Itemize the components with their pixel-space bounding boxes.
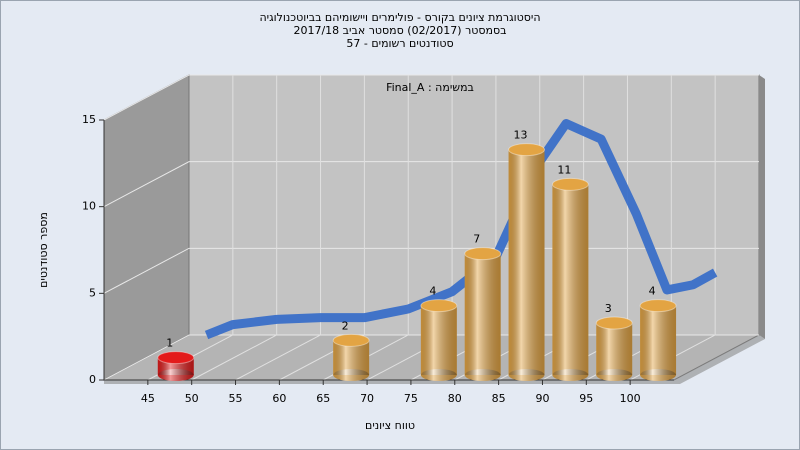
x-tick-label: 75: [404, 392, 418, 405]
bar: [551, 177, 589, 381]
data-label: 7: [473, 233, 480, 246]
y-tick-label: 5: [89, 286, 96, 299]
chart-subtitle: סטודנטים רשומים - 57: [346, 37, 453, 50]
grid-line: [235, 75, 322, 381]
bar-top: [595, 316, 633, 330]
grid-line: [279, 75, 365, 381]
x-tick-label: 100: [620, 392, 641, 405]
right-edge: [759, 75, 765, 339]
grid-line: [103, 74, 759, 121]
bar-top: [157, 351, 195, 365]
bar-body-shade: [420, 305, 457, 375]
bar: [639, 299, 677, 381]
data-label: 4: [649, 285, 656, 298]
data-label: 11: [557, 163, 571, 176]
y-axis-label: מספר סטודנטים: [37, 212, 50, 288]
bar-top: [508, 143, 546, 157]
annotation: במשימה : Final_A: [386, 81, 474, 94]
data-label: 3: [605, 302, 612, 315]
plot-area: 0 5 10 15 45 50 55 60 65 70 75 80 85 90 95 100 1 2 4 7 13 11 3…: [82, 74, 765, 405]
grid-line: [191, 75, 278, 381]
bar: [420, 299, 458, 381]
bar: [508, 143, 546, 381]
data-label: 1: [166, 337, 173, 350]
bar: [332, 333, 370, 381]
bar-body-shade: [464, 253, 501, 375]
y-tick-label: 15: [82, 113, 96, 126]
x-tick-label: 70: [360, 392, 374, 405]
bar: [157, 351, 195, 381]
left-wall: [103, 74, 190, 381]
x-tick-label: 55: [229, 392, 243, 405]
bar-body-shade: [508, 149, 545, 375]
x-tick-label: 85: [492, 392, 506, 405]
x-tick-label: 95: [579, 392, 593, 405]
data-label: 2: [342, 319, 349, 332]
y-tick-label: 0: [89, 373, 96, 386]
x-tick-label: 45: [141, 392, 155, 405]
x-axis-label: טווח ציונים: [365, 419, 415, 432]
data-label: 13: [514, 129, 528, 142]
bar-top: [464, 247, 502, 261]
chart-title: היסטוגרמת ציונים בקורס - פולימרים ויישומ…: [259, 11, 540, 24]
bar-top: [639, 299, 677, 313]
x-tick-label: 90: [535, 392, 549, 405]
bar-body-shade: [596, 323, 633, 375]
bar-top: [332, 333, 370, 347]
y-tick-label: 10: [82, 200, 96, 213]
x-tick-label: 80: [448, 392, 462, 405]
x-tick-label: 60: [272, 392, 286, 405]
x-tick-label: 50: [185, 392, 199, 405]
bar-body-shade: [640, 305, 677, 375]
data-label: 4: [429, 285, 436, 298]
bar: [464, 247, 502, 381]
x-tick-label: 65: [316, 392, 330, 405]
chart-subtitle: בסמסטר (02/2017) סמסטר אביב 2017/18: [293, 24, 506, 37]
bar-top: [420, 299, 458, 313]
grid-line: [103, 161, 759, 208]
bar-top: [551, 177, 589, 191]
bar: [595, 316, 633, 381]
bar-body-shade: [552, 184, 589, 375]
